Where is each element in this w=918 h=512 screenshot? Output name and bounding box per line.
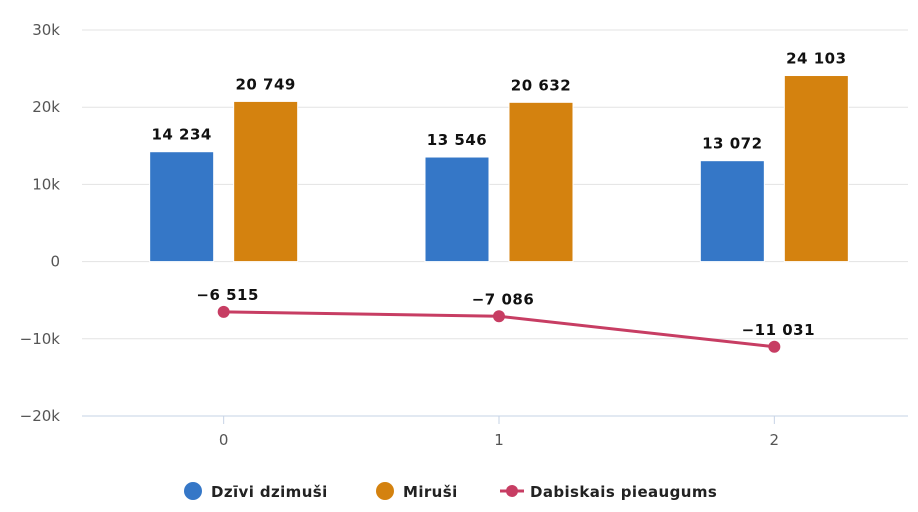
legend-label: Dzīvi dzimuši: [211, 483, 328, 501]
data-labels: 14 234 13 546 13 072 20 749 20 632 24 103 −6 5…: [151, 50, 846, 339]
bar[interactable]: [424, 156, 490, 263]
legend-marker: [184, 482, 202, 500]
grid-lines: [82, 29, 908, 417]
x-tick-label: 0: [219, 431, 229, 449]
legend-marker: [376, 482, 394, 500]
y-tick-label: 30k: [32, 21, 60, 39]
x-tick-label: 1: [494, 431, 504, 449]
legend-marker: [506, 485, 518, 497]
legend-item[interactable]: Miruši: [376, 482, 458, 501]
data-label: −6 515: [196, 286, 259, 304]
line-point[interactable]: [768, 340, 781, 353]
bar-series: [149, 75, 849, 263]
legend-item[interactable]: Dabiskais pieaugums: [500, 483, 717, 501]
legend: Dzīvi dzimuši Miruši Dabiskais pieaugums: [184, 482, 717, 501]
data-label: −11 031: [742, 321, 815, 339]
legend-item[interactable]: Dzīvi dzimuši: [184, 482, 328, 501]
data-label: 20 632: [511, 76, 571, 94]
y-tick-label: 0: [50, 253, 60, 271]
data-label: 13 072: [702, 135, 762, 153]
legend-label: Miruši: [403, 483, 458, 501]
bar[interactable]: [149, 151, 215, 263]
bar[interactable]: [508, 101, 574, 263]
bar[interactable]: [233, 100, 299, 263]
y-tick-label: 20k: [32, 98, 60, 116]
x-tick-label: 2: [770, 431, 780, 449]
y-axis-ticks: 30k 20k 10k 0 −10k −20k: [20, 21, 61, 425]
data-label: 24 103: [786, 50, 846, 68]
x-axis: 0 1 2: [219, 416, 779, 449]
y-tick-label: 10k: [32, 175, 60, 193]
data-label: 13 546: [427, 131, 487, 149]
data-label: 14 234: [151, 126, 211, 144]
line-point[interactable]: [217, 305, 230, 318]
data-label: −7 086: [472, 290, 535, 308]
line-point[interactable]: [493, 310, 505, 323]
line-series: [217, 305, 781, 353]
data-label: 20 749: [235, 75, 295, 93]
legend-label: Dabiskais pieaugums: [530, 483, 717, 501]
bar[interactable]: [699, 160, 765, 263]
y-tick-label: −20k: [20, 407, 61, 425]
y-tick-label: −10k: [20, 330, 61, 348]
bar[interactable]: [783, 75, 849, 263]
